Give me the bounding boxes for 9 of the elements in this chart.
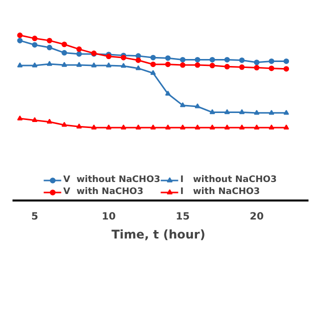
x-tick-label: 20	[250, 212, 264, 222]
legend-label: I with NaCHO3	[180, 186, 260, 198]
x-tick-label: 5	[31, 212, 38, 222]
legend-label: V with NaCHO3	[63, 186, 144, 198]
x-tick-label: 15	[176, 212, 190, 222]
legend-label: I without NaCHO3	[180, 174, 277, 186]
x-axis-title: Time, t (hour)	[112, 228, 206, 242]
x-tick-label: 10	[102, 212, 116, 222]
legend-label: V without NaCHO3	[63, 174, 160, 186]
